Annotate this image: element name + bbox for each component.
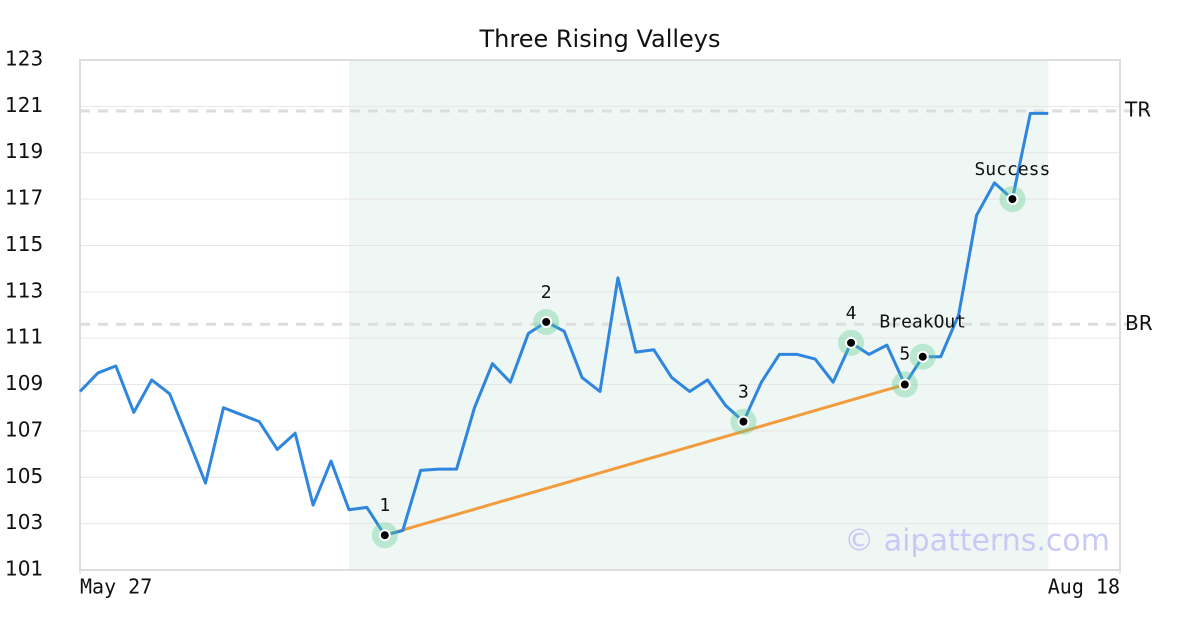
watermark: © aipatterns.com: [844, 524, 1110, 559]
y-tick-label: 117: [5, 186, 43, 210]
point-dot: [1006, 193, 1019, 206]
level-label: BR: [1125, 311, 1153, 335]
y-tick-label: 123: [5, 47, 43, 71]
y-tick-label: 113: [5, 278, 43, 302]
y-tick-label: 103: [5, 510, 43, 534]
y-tick-label: 105: [5, 464, 43, 488]
point-dot: [916, 350, 929, 363]
trendline: [384, 383, 906, 537]
point-dot: [540, 315, 553, 328]
y-tick-label: 109: [5, 371, 43, 395]
highlight-region: [348, 60, 1049, 570]
x-tick-label: May 27: [80, 575, 152, 599]
y-tick-label: 121: [5, 93, 43, 117]
point-dot: [898, 378, 911, 391]
plot-frame: [79, 59, 1121, 571]
point-dot: [737, 415, 750, 428]
y-tick-label: 107: [5, 417, 43, 441]
point-label: 5: [899, 344, 910, 365]
y-tick-label: 111: [5, 325, 43, 349]
point-label: 3: [738, 382, 749, 403]
point-dot: [378, 529, 391, 542]
chart-title: Three Rising Valleys: [478, 25, 720, 53]
y-tick-label: 119: [5, 139, 43, 163]
point-label: BreakOut: [879, 312, 966, 333]
point-label: Success: [974, 159, 1050, 180]
point-label: 4: [846, 303, 857, 324]
price-line: [78, 111, 1049, 537]
point-label: 1: [379, 495, 390, 516]
level-label: TR: [1124, 98, 1151, 122]
point-dot: [845, 336, 858, 349]
y-tick-label: 115: [5, 232, 43, 256]
point-label: 2: [541, 282, 552, 303]
y-tick-label: 101: [5, 557, 43, 581]
x-tick-label: Aug 18: [1048, 575, 1120, 599]
